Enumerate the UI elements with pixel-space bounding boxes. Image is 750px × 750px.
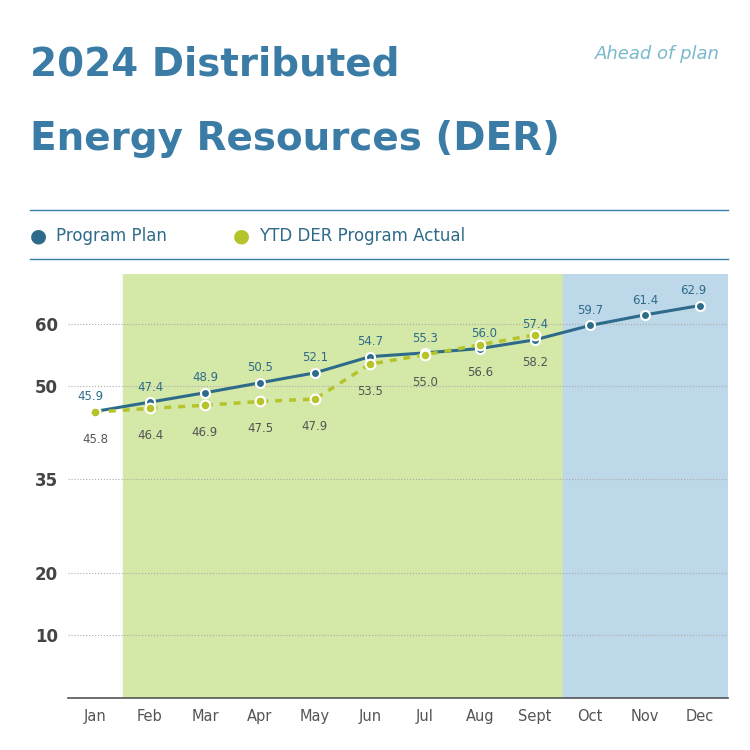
Text: 45.9: 45.9 (78, 390, 104, 404)
Text: ●: ● (30, 226, 47, 246)
Text: 45.8: 45.8 (82, 433, 108, 446)
Text: 46.4: 46.4 (136, 429, 164, 442)
Text: 54.7: 54.7 (357, 335, 383, 348)
Text: 55.3: 55.3 (412, 332, 438, 344)
Text: 57.4: 57.4 (522, 319, 548, 332)
Text: 50.5: 50.5 (247, 362, 273, 374)
Text: 52.1: 52.1 (302, 352, 328, 364)
Text: 2024 Distributed: 2024 Distributed (30, 45, 400, 83)
Text: 47.9: 47.9 (302, 420, 328, 433)
Text: 62.9: 62.9 (680, 284, 706, 297)
Text: ●: ● (232, 226, 250, 246)
Text: Energy Resources (DER): Energy Resources (DER) (30, 120, 560, 158)
Text: 53.5: 53.5 (357, 385, 383, 398)
Text: 46.9: 46.9 (192, 426, 218, 439)
Text: 48.9: 48.9 (192, 371, 218, 385)
Text: 59.7: 59.7 (577, 304, 603, 317)
Text: 47.4: 47.4 (136, 381, 164, 394)
Text: 47.5: 47.5 (247, 422, 273, 435)
Text: YTD DER Program Actual: YTD DER Program Actual (259, 227, 465, 245)
Bar (122, 274, 562, 698)
Text: 58.2: 58.2 (522, 356, 548, 369)
Text: 56.0: 56.0 (471, 327, 497, 340)
Bar (562, 274, 728, 698)
Text: Ahead of plan: Ahead of plan (596, 45, 720, 63)
Text: 55.0: 55.0 (412, 376, 438, 388)
Text: 61.4: 61.4 (632, 293, 658, 307)
Text: 56.6: 56.6 (467, 365, 493, 379)
Text: Program Plan: Program Plan (56, 227, 167, 245)
